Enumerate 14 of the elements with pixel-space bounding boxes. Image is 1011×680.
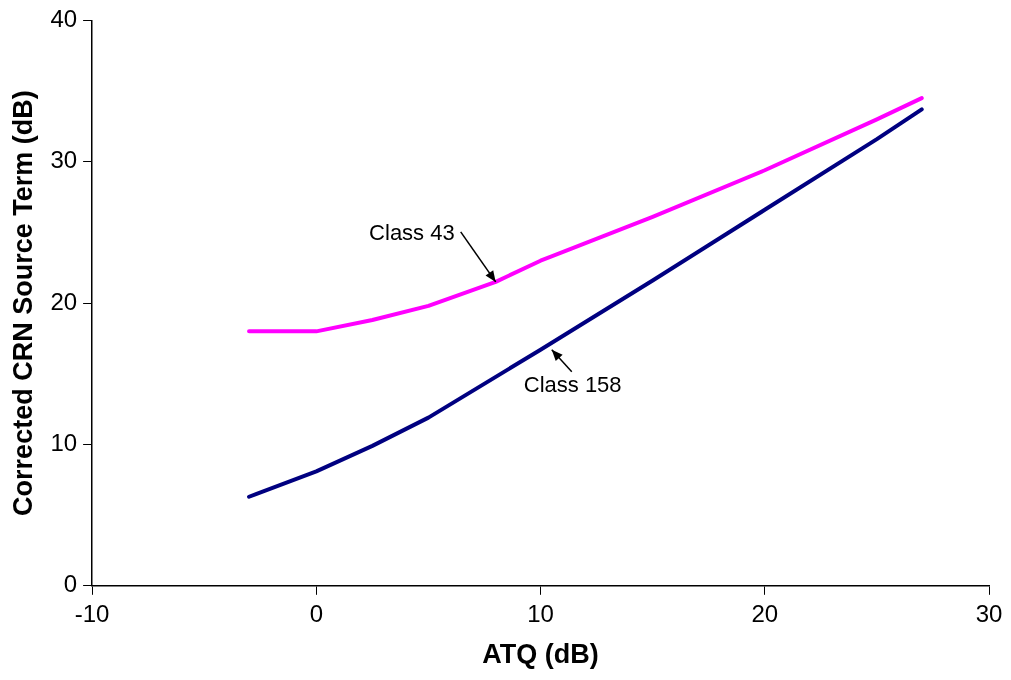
x-tick-label: 10 [527,599,554,627]
y-tick-label: 40 [50,5,78,33]
x-tick-label: 30 [975,599,1003,627]
x-tick-label: 20 [751,599,779,627]
y-tick-label: 30 [50,146,78,174]
x-tick-label: 0 [309,599,323,627]
annotation: Class 158 [523,371,622,397]
annotation: Class 43 [369,219,455,245]
x-tick-label: -10 [74,599,110,627]
y-axis-title: Corrected CRN Source Term (dB) [7,90,38,516]
y-tick-label: 10 [50,429,78,457]
x-axis-title: ATQ (dB) [482,639,599,670]
y-tick-label: 0 [63,570,78,598]
y-tick-label: 20 [50,287,78,315]
